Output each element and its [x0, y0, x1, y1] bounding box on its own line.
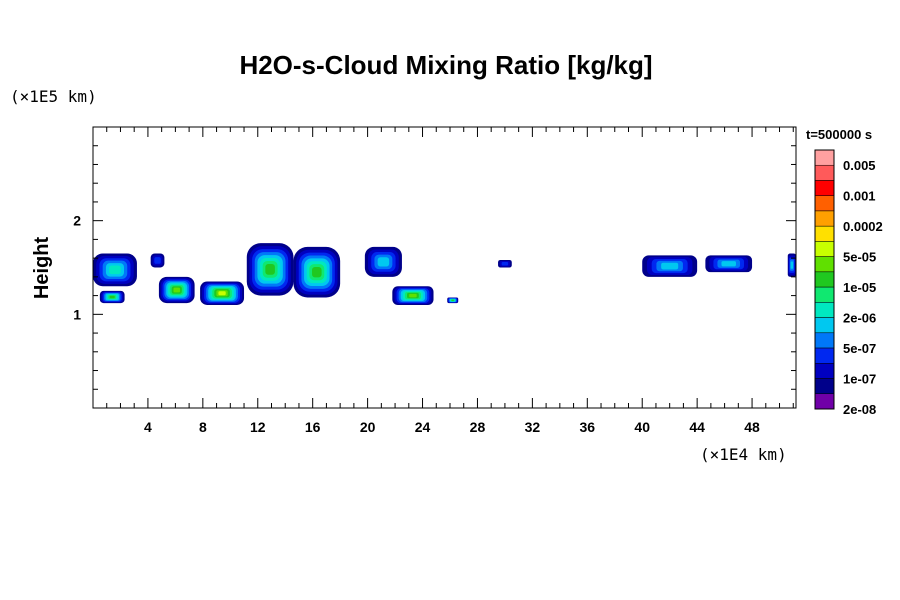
colorbar-label: 2e-08	[843, 402, 876, 417]
y-tick-label: 1	[73, 306, 81, 322]
colorbar-swatch	[814, 180, 835, 196]
x-tick-label: 12	[250, 419, 266, 435]
colorbar-swatch	[814, 241, 835, 257]
cloud-contour	[409, 293, 417, 298]
cloud-patch	[99, 290, 125, 304]
colorbar-label: 5e-05	[843, 250, 876, 265]
cloud-patch	[246, 243, 294, 296]
colorbar-label: 2e-06	[843, 311, 876, 326]
cloud-contour	[265, 264, 275, 275]
colorbar-swatch	[814, 286, 835, 303]
x-tick-label: 20	[360, 419, 376, 435]
x-axis-unit: (×1E4 km)	[700, 445, 787, 464]
colorbar-swatch	[814, 317, 835, 334]
colorbar-swatch	[814, 164, 835, 181]
x-tick-label: 32	[525, 419, 541, 435]
time-label: t=500000 s	[806, 127, 872, 142]
colorbar-swatch	[814, 256, 835, 273]
y-axis-ticks: 12	[73, 145, 796, 390]
x-axis-ticks: 4 8 12 16 20 24 28 32 36 40 44 48	[106, 127, 794, 435]
colorbar-frame	[814, 149, 835, 410]
x-tick-label: 8	[199, 419, 207, 435]
x-tick-label: 24	[415, 419, 431, 435]
cloud-contour	[790, 261, 794, 269]
colorbar-label: 1e-07	[843, 372, 876, 387]
colorbar: 0.005 0.001 0.0002 5e-05 1e-05 2e-06 5e-07 1e-0…	[814, 149, 883, 417]
x-tick-label: 4	[144, 419, 152, 435]
cloud-contour	[109, 265, 121, 275]
y-axis-unit: (×1E5 km)	[10, 87, 97, 106]
x-tick-label: 16	[305, 419, 321, 435]
x-tick-label: 36	[580, 419, 596, 435]
colorbar-swatch	[814, 225, 835, 242]
colorbar-swatch	[814, 378, 835, 395]
cloud-patch	[200, 281, 245, 305]
colorbar-label: 0.005	[843, 158, 876, 173]
cloud-contour	[451, 299, 454, 301]
cloud-contour	[218, 291, 226, 296]
colorbar-label: 1e-05	[843, 280, 876, 295]
cloud-contour	[377, 257, 390, 267]
colorbar-swatch	[814, 363, 835, 379]
cloud-patch	[642, 255, 698, 277]
colorbar-swatch	[814, 393, 835, 410]
cloud-patch	[392, 286, 434, 305]
x-tick-label: 44	[689, 419, 705, 435]
colorbar-swatch	[814, 210, 835, 227]
cloud-contour	[721, 261, 736, 267]
cloud-contour	[154, 257, 161, 264]
cloud-patch	[447, 297, 459, 304]
cloud-contour	[661, 262, 679, 270]
colorbar-swatch	[814, 332, 835, 349]
y-axis-label: Height	[31, 237, 53, 300]
cloud-contour	[173, 287, 181, 293]
cloud-patch	[787, 253, 796, 277]
cloud-patch	[498, 260, 512, 268]
colorbar-label: 5e-07	[843, 341, 876, 356]
colorbar-swatch	[814, 302, 835, 318]
cloud-field	[93, 243, 796, 305]
plot-frame	[92, 126, 797, 409]
cloud-patch	[158, 276, 195, 304]
cloud-contour	[312, 267, 322, 278]
colorbar-label: 0.0002	[843, 219, 883, 234]
x-tick-label: 28	[470, 419, 486, 435]
cloud-patch	[293, 246, 341, 298]
chart-title: H2O-s-Cloud Mixing Ratio [kg/kg]	[239, 50, 652, 80]
colorbar-label: 0.001	[843, 189, 876, 204]
colorbar-swatch	[814, 195, 835, 212]
x-tick-label: 40	[634, 419, 650, 435]
cloud-patch	[364, 246, 402, 277]
cloud-patch	[705, 255, 753, 273]
cloud-patch	[150, 253, 165, 268]
plot-area: 4 8 12 16 20 24 28 32 36 40 44 48 12	[73, 126, 797, 435]
colorbar-swatch	[814, 271, 835, 288]
x-tick-label: 48	[744, 419, 760, 435]
y-tick-label: 2	[73, 213, 81, 229]
colorbar-swatch	[814, 347, 835, 364]
cloud-patch	[93, 253, 137, 287]
colorbar-swatch	[814, 149, 835, 166]
cloud-contour	[501, 261, 509, 266]
cloud-contour	[109, 295, 115, 299]
